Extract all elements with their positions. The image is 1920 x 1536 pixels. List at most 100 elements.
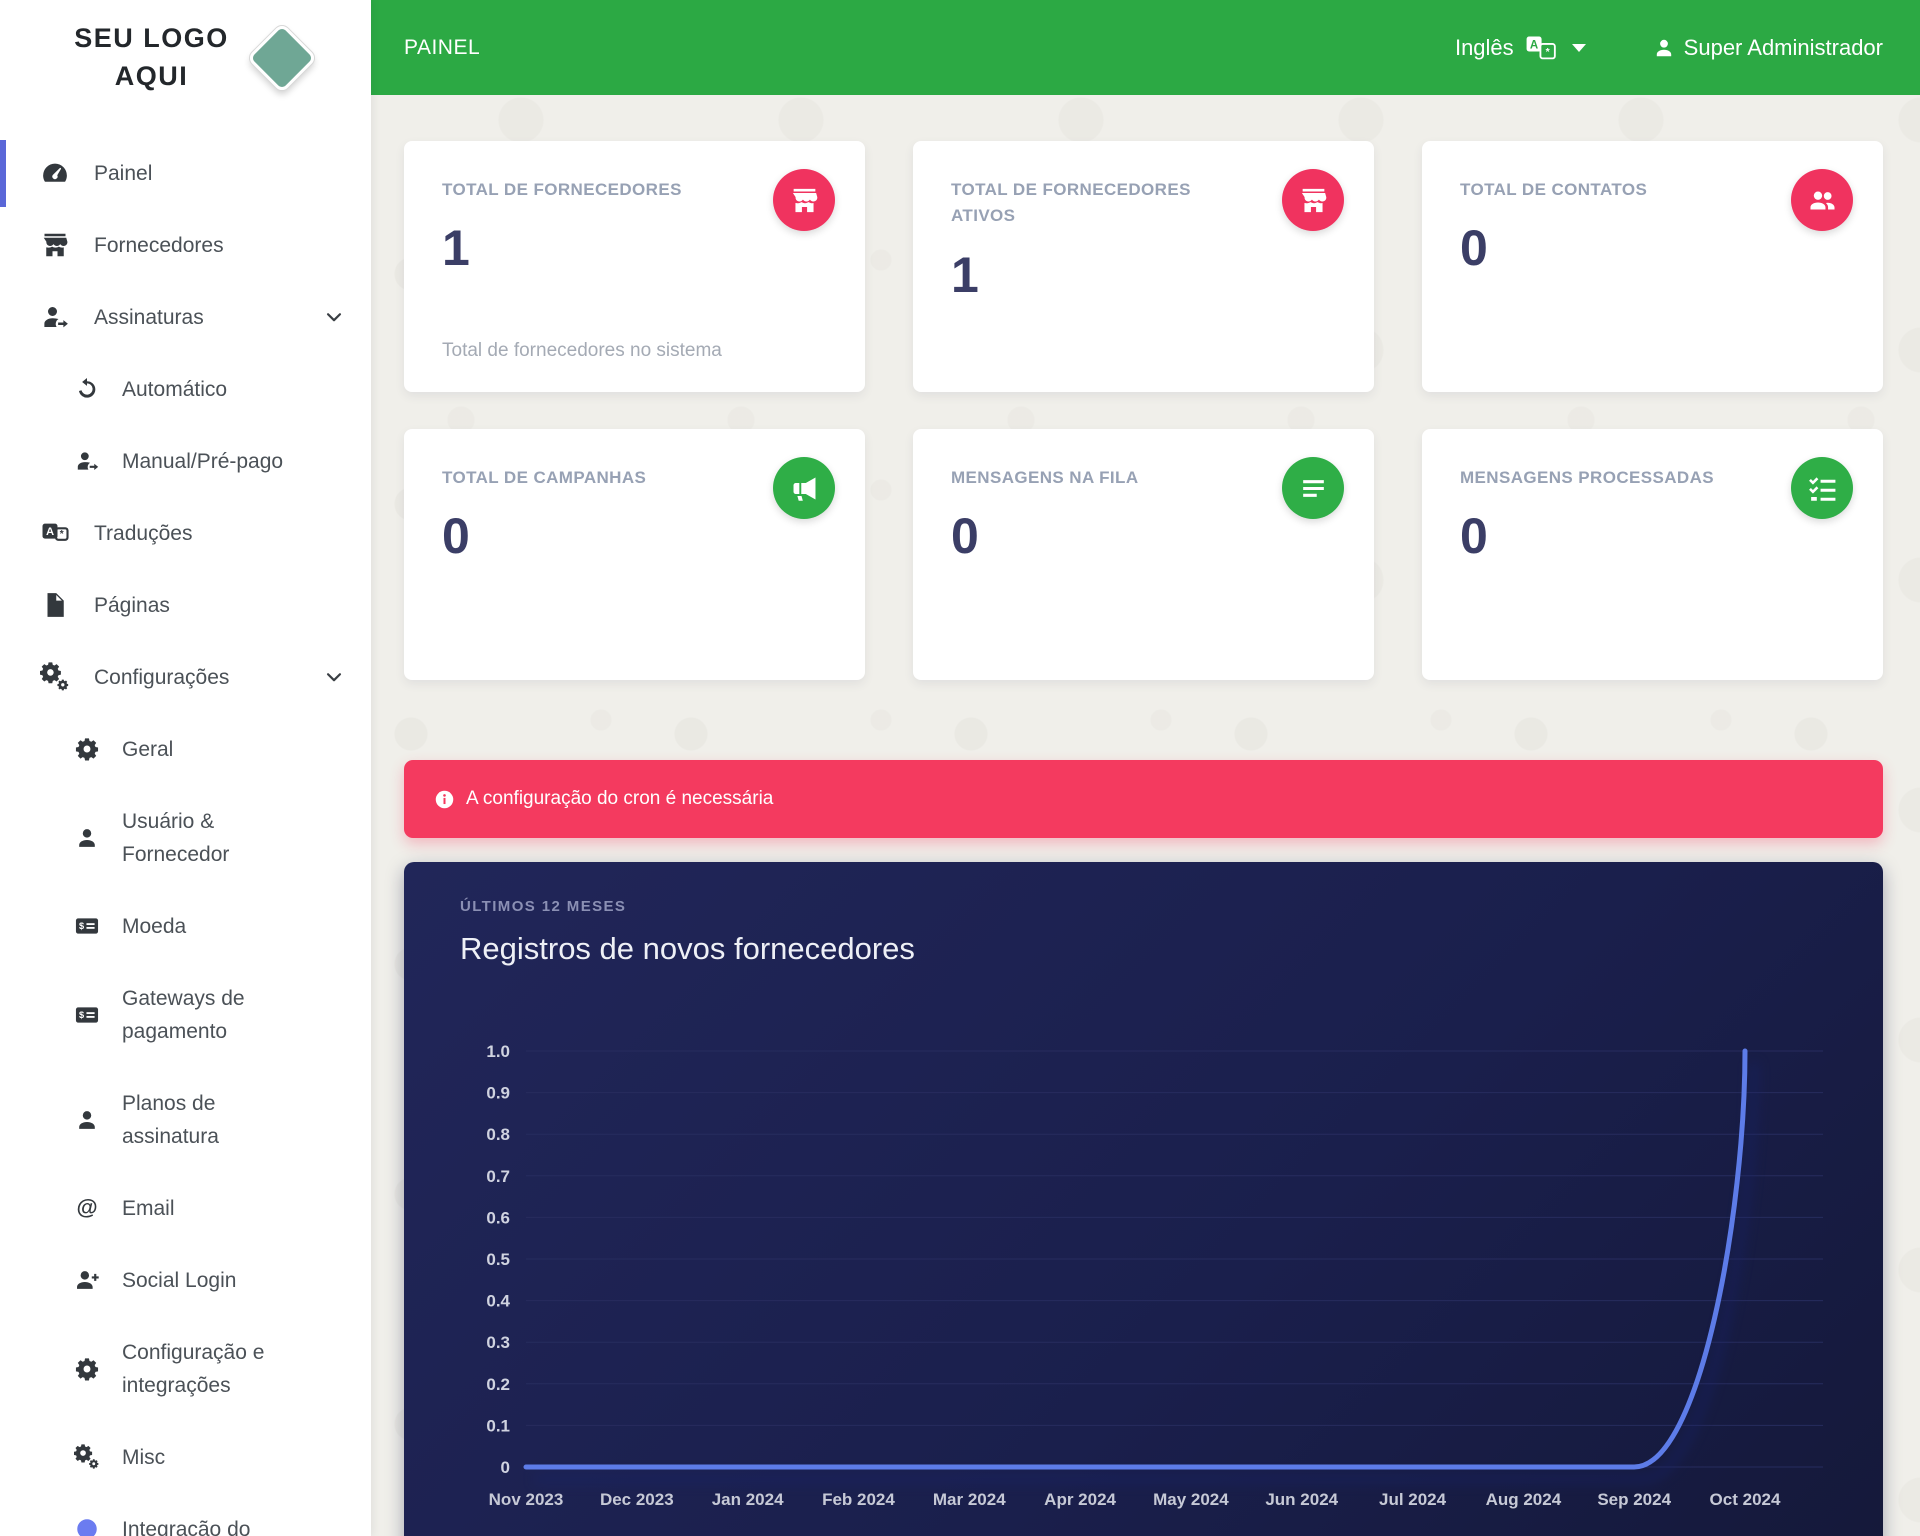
user-plus-icon [74,1267,100,1293]
sidebar-item-painel[interactable]: Painel [0,142,371,205]
stat-card-mensagens-processadas: MENSAGENS PROCESSADAS 0 [1422,429,1883,680]
stat-subtitle: Total de fornecedores no sistema [442,340,722,362]
svg-text:$: $ [79,1010,84,1020]
money-icon: $ [74,913,100,939]
topbar-right: Inglês A * Super Administrador [1455,35,1883,61]
sidebar-item-integra-o-do[interactable]: Integração do [0,1498,371,1536]
sidebar-item-gateways-de-pagamento[interactable]: $Gateways de pagamento [0,967,371,1063]
file-icon [40,590,70,620]
sidebar-menu: Painel Fornecedores Assinaturas Automático M… [0,142,371,1536]
stat-value: 0 [951,507,1336,565]
language-icon: A* [40,518,70,548]
stat-label: MENSAGENS NA FILA [951,465,1226,491]
sidebar-item-label: Painel [94,157,152,190]
sidebar-item-social-login[interactable]: Social Login [0,1249,371,1312]
user-arrow-icon [40,302,70,332]
sidebar-item-moeda[interactable]: $ Moeda [0,895,371,958]
stats-grid: TOTAL DE FORNECEDORES 1 Total de fornecedo… [404,141,1883,680]
stat-card-total-de-campanhas: TOTAL DE CAMPANHAS 0 [404,429,865,680]
sidebar-item-label: Moeda [122,910,186,943]
suppliers-line-chart: 00.10.20.30.40.50.60.70.80.91.0Nov 2023D… [460,1013,1827,1518]
sidebar-item-p-ginas[interactable]: Páginas [0,574,371,637]
sidebar-item-label: Email [122,1192,175,1225]
sidebar-item-label: Geral [122,733,173,766]
sidebar-item-label: Integração do [122,1513,250,1536]
cogs-icon [74,1444,100,1470]
svg-text:Jan 2024: Jan 2024 [712,1490,784,1509]
svg-text:@: @ [76,1195,97,1220]
svg-text:0.6: 0.6 [486,1208,510,1227]
chart-title: Registros de novos fornecedores [460,931,1827,967]
user-icon [1652,36,1676,60]
stat-label: TOTAL DE CONTATOS [1460,177,1735,203]
svg-text:0.7: 0.7 [486,1167,510,1186]
suppliers-chart-card: ÚLTIMOS 12 MESES Registros de novos forn… [404,862,1883,1536]
sidebar-item-manual-pr-pago[interactable]: Manual/Pré-pago [0,430,371,493]
sidebar-item-email[interactable]: @ Email [0,1177,371,1240]
stat-value: 0 [442,507,827,565]
dashboard-content: TOTAL DE FORNECEDORES 1 Total de fornecedo… [371,95,1920,1536]
stat-card-mensagens-na-fila: MENSAGENS NA FILA 0 [913,429,1374,680]
sidebar-item-misc[interactable]: Misc [0,1426,371,1489]
info-circle-icon [434,789,455,810]
stat-value: 1 [442,219,827,277]
sidebar-item-geral[interactable]: Geral [0,718,371,781]
bullhorn-icon [773,457,835,519]
chart-overline: ÚLTIMOS 12 MESES [460,898,1827,915]
sidebar-item-label: Assinaturas [94,301,204,334]
logo-line2: AQUI [74,58,229,96]
sidebar-item-tradu-es[interactable]: A*Traduções [0,502,371,565]
money-icon: $ [74,1002,100,1028]
svg-text:Sep 2024: Sep 2024 [1597,1490,1671,1509]
svg-text:0.9: 0.9 [486,1084,510,1103]
cron-alert-text: A configuração do cron é necessária [466,788,773,810]
sidebar-item-assinaturas[interactable]: Assinaturas [0,286,371,349]
sidebar-item-configura-es[interactable]: Configurações [0,646,371,709]
stat-value: 0 [1460,507,1845,565]
svg-text:Oct 2024: Oct 2024 [1710,1490,1781,1509]
svg-text:Dec 2023: Dec 2023 [600,1490,674,1509]
at-icon: @ [74,1195,100,1221]
user-icon [74,1107,100,1133]
svg-text:0.4: 0.4 [486,1292,510,1311]
svg-text:0.8: 0.8 [486,1125,510,1144]
comment-lines-icon [1282,457,1344,519]
store-icon [40,230,70,260]
stat-label: MENSAGENS PROCESSADAS [1460,465,1735,491]
svg-text:*: * [60,529,64,540]
logo-text: SEU LOGO AQUI [74,20,229,96]
circle-icon [74,1516,100,1536]
sidebar-item-autom-tico[interactable]: Automático [0,358,371,421]
stat-label: TOTAL DE CAMPANHAS [442,465,717,491]
sidebar-item-usu-rio-fornecedor[interactable]: Usuário & Fornecedor [0,790,371,886]
logo[interactable]: SEU LOGO AQUI [0,0,371,96]
sidebar-item-label: Traduções [94,517,192,550]
stat-label: TOTAL DE FORNECEDORES [442,177,717,203]
stat-card-total-de-contatos: TOTAL DE CONTATOS0 [1422,141,1883,392]
sidebar-item-configura-o-e-integra-es[interactable]: Configuração e integrações [0,1321,371,1417]
user-arrow-icon [74,448,100,474]
sidebar: SEU LOGO AQUI Painel Fornecedores Assinatu… [0,0,371,1536]
sidebar-item-label: Configurações [94,661,229,694]
svg-text:0.2: 0.2 [486,1375,510,1394]
sidebar-item-label: Misc [122,1441,165,1474]
main-area: PAINEL Inglês A * Super Admini [371,0,1920,1536]
user-menu[interactable]: Super Administrador [1652,35,1883,61]
sync-icon [74,376,100,402]
cogs-icon [40,662,70,692]
sidebar-item-label: Páginas [94,589,170,622]
logo-line1: SEU LOGO [74,20,229,58]
stat-card-total-de-fornecedores: TOTAL DE FORNECEDORES 1 Total de fornecedo… [404,141,865,392]
sidebar-item-label: Usuário & Fornecedor [122,805,302,871]
stat-card-total-de-fornecedores-ativos: TOTAL DE FORNECEDORES ATIVOS1 [913,141,1374,392]
page-title: PAINEL [404,36,480,60]
language-icon: A * [1526,35,1556,61]
stat-value: 1 [951,246,1336,304]
sidebar-item-fornecedores[interactable]: Fornecedores [0,214,371,277]
svg-text:A: A [46,526,54,538]
svg-text:A: A [1530,39,1539,51]
language-dropdown[interactable]: Inglês A * [1455,35,1586,61]
sidebar-item-label: Fornecedores [94,229,224,262]
sidebar-item-planos-de-assinatura[interactable]: Planos de assinatura [0,1072,371,1168]
svg-text:Feb 2024: Feb 2024 [822,1490,895,1509]
